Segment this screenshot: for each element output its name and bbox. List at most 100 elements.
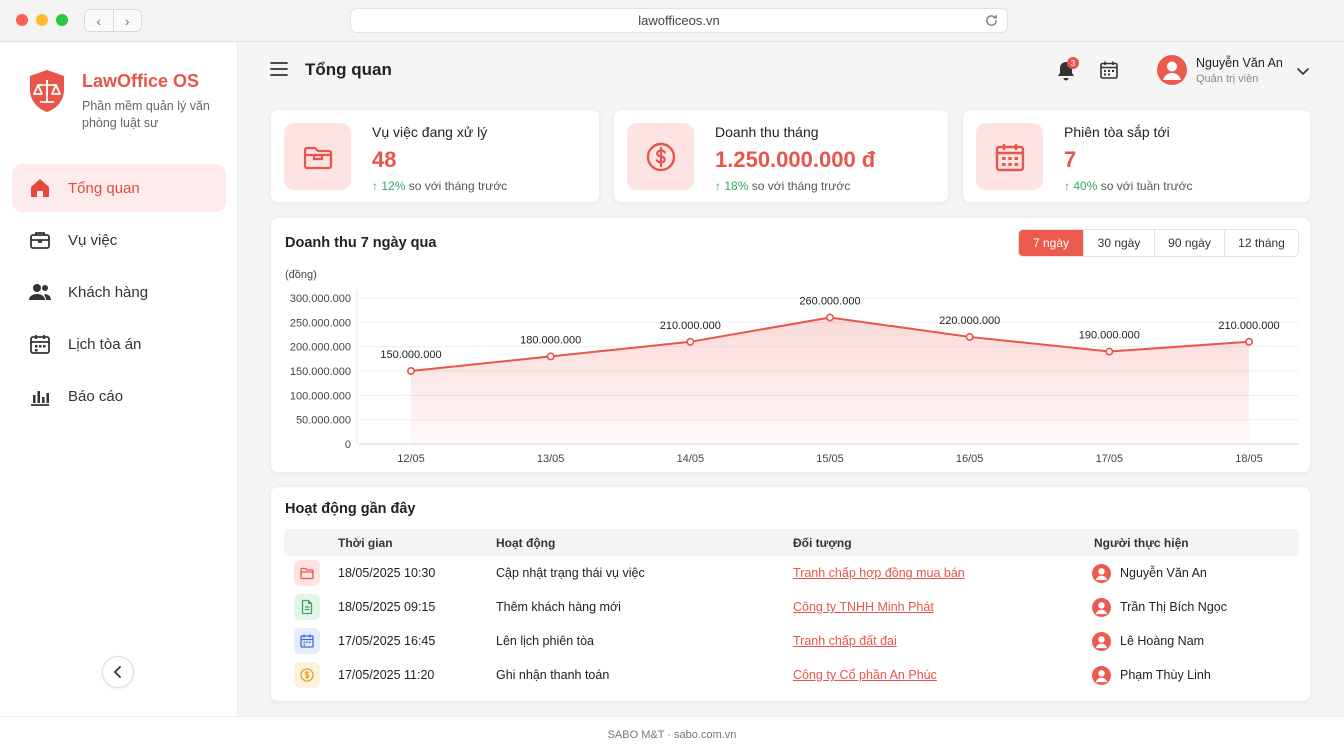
bar-chart-icon [31,391,49,406]
tab-7-days[interactable]: 7 ngày [1019,230,1083,256]
history-nav: ‹ › [84,9,142,32]
stat-card-active-cases: Vụ việc đang xử lý 48 ↑ 12% so với tháng… [270,109,600,203]
tab-90-days[interactable]: 90 ngày [1154,230,1224,256]
row-user: Phạm Thùy Linh [1120,668,1211,682]
table-row: 18/05/2025 10:30 Cập nhật trạng thái vụ … [284,557,1299,591]
row-action: Ghi nhận thanh toán [496,668,610,682]
sidebar-item-cases[interactable]: Vụ việc [12,216,226,264]
range-tabs: 7 ngày 30 ngày 90 ngày 12 tháng [1018,229,1299,257]
calendar-icon [30,335,50,354]
sidebar-item-overview[interactable]: Tổng quan [12,164,226,212]
calendar-icon [300,634,314,648]
trend-text: so với tháng trước [408,179,508,193]
stat-value: 1.250.000.000 đ [715,147,876,172]
avatar [1092,564,1111,583]
row-icon-box [294,628,320,654]
sidebar-item-court-calendar[interactable]: Lịch tòa án [12,320,226,368]
trend-percent: 40% [1073,179,1098,193]
chevron-left-icon [113,666,121,678]
chevron-down-icon[interactable] [1296,64,1310,78]
row-target-link[interactable]: Công ty TNHH Minh Phát [793,600,934,614]
stat-label: Phiên tòa sắp tới [1064,124,1170,140]
row-time: 17/05/2025 16:45 [338,634,436,648]
trend-text: so với tuần trước [1100,179,1193,193]
x-tick-label: 17/05 [1096,453,1124,465]
trend-percent: 12% [381,179,406,193]
data-label: 150.000.000 [380,349,441,361]
chart-title: Doanh thu 7 ngày qua [285,235,437,251]
sidebar-item-reports[interactable]: Báo cáo [12,372,226,420]
stat-icon-box [976,123,1043,190]
coin-icon [300,668,314,682]
row-user: Nguyễn Văn An [1120,566,1207,580]
calendar-icon [995,143,1024,171]
avatar [1092,666,1111,685]
sidebar-item-label: Tổng quan [68,179,140,197]
data-label: 210.000.000 [1218,320,1279,332]
users-icon [29,284,51,300]
user-role: Quản trị viên [1196,73,1259,85]
row-time: 17/05/2025 11:20 [338,668,435,682]
scales-shield-icon [30,70,64,112]
sidebar-item-clients[interactable]: Khách hàng [12,268,226,316]
calendar-icon[interactable] [1099,60,1119,80]
footer: SABO M&T · sabo.com.vn [0,716,1344,752]
row-icon-box [294,560,320,586]
row-time: 18/05/2025 10:30 [338,566,436,580]
home-icon [31,179,49,197]
y-tick-label: 0 [345,439,351,451]
reload-icon[interactable] [984,13,999,28]
column-header: Người thực hiện [1094,536,1189,550]
minimize-window-button[interactable] [36,14,48,26]
data-point [1244,337,1253,346]
page-title: Tổng quan [305,60,392,79]
stat-icon-box [284,123,351,190]
folder-icon [300,567,314,580]
avatar[interactable] [1157,55,1187,85]
tab-30-days[interactable]: 30 ngày [1083,230,1154,256]
y-tick-label: 300.000.000 [290,293,351,305]
row-target-link[interactable]: Tranh chấp hợp đồng mua bán [793,566,965,580]
data-label: 220.000.000 [939,315,1000,327]
data-point [546,352,555,361]
user-name: Nguyễn Văn An [1196,56,1283,70]
y-tick-label: 50.000.000 [296,415,351,427]
tab-12-months[interactable]: 12 tháng [1224,230,1298,256]
trend-up-icon: ↑ [1064,179,1070,193]
stat-value: 7 [1064,147,1077,172]
data-point [825,313,834,322]
footer-text: SABO M&T · sabo.com.vn [607,728,737,741]
revenue-chart: (đồng) 0 50.000.000 100.000.000 150.000.000 2… [285,269,1299,465]
notification-badge: 3 [1067,57,1079,69]
y-tick-label: 150.000.000 [290,366,351,378]
forward-button[interactable]: › [124,12,130,29]
data-point [1105,347,1114,356]
data-point [686,337,695,346]
row-icon-box [294,662,320,688]
column-header: Thời gian [338,536,393,550]
table-row: 18/05/2025 09:15 Thêm khách hàng mới Côn… [284,591,1299,625]
x-tick-label: 18/05 [1235,453,1263,465]
row-target-link[interactable]: Tranh chấp đất đai [793,634,897,648]
document-icon [301,599,313,615]
y-tick-label: 100.000.000 [290,390,351,402]
x-tick-label: 16/05 [956,453,984,465]
row-target-link[interactable]: Công ty Cổ phần An Phúc [793,668,937,682]
sidebar-item-label: Báo cáo [68,387,124,405]
x-tick-label: 14/05 [677,453,705,465]
row-action: Thêm khách hàng mới [496,600,621,614]
x-tick-label: 12/05 [397,453,425,465]
stat-card-upcoming-hearings: Phiên tòa sắp tới 7 ↑ 40% so với tuần tr… [962,109,1311,203]
briefcase-icon [30,232,50,249]
menu-icon[interactable] [270,61,288,77]
maximize-window-button[interactable] [56,14,68,26]
close-window-button[interactable] [16,14,28,26]
back-button[interactable]: ‹ [85,10,114,31]
collapse-sidebar-button[interactable] [102,656,134,688]
stat-trend: ↑ 18% so với tháng trước [715,179,850,193]
trend-percent: 18% [724,179,749,193]
address-bar[interactable]: lawofficeos.vn [350,8,1008,33]
sidebar-item-label: Vụ việc [68,231,118,249]
browser-chrome: ‹ › lawofficeos.vn [0,0,1344,42]
data-label: 180.000.000 [520,334,581,346]
